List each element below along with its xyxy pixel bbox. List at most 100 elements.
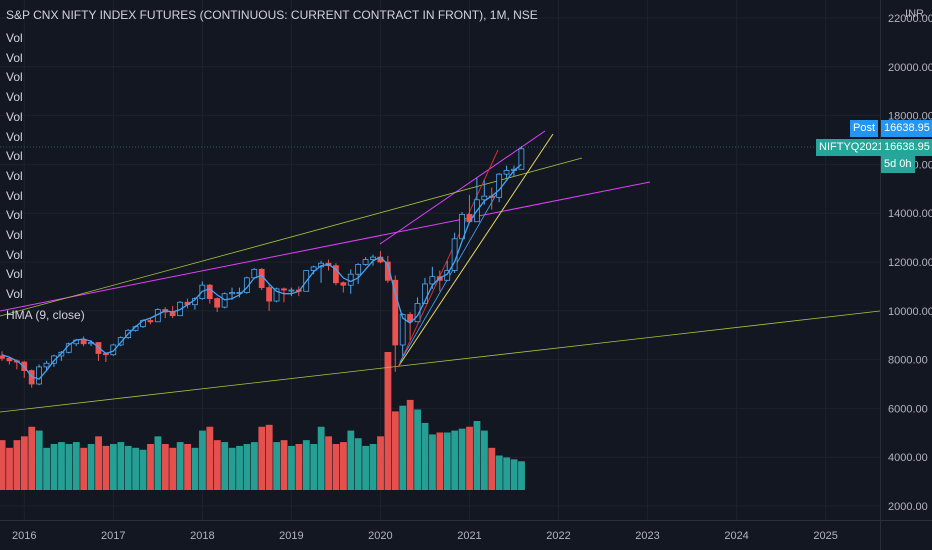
volume-bar <box>132 447 140 490</box>
x-tick-label: 2025 <box>813 530 837 542</box>
candle-body <box>503 170 510 175</box>
x-tick-label: 2016 <box>12 530 36 542</box>
x-axis-ticks: 2016 2017 2018 2019 2020 2021 2022 2023 2024 2025 <box>12 530 838 542</box>
volume-label[interactable]: Vol <box>6 90 23 105</box>
volume-bar <box>58 442 65 490</box>
candle-body <box>147 320 154 323</box>
candle-body <box>429 276 436 285</box>
volume-label[interactable]: Vol <box>6 50 23 65</box>
volume-label[interactable]: Vol <box>6 129 23 144</box>
candle <box>281 287 287 303</box>
trendlines <box>0 130 881 413</box>
volume-bar <box>451 430 459 490</box>
candle <box>288 287 295 297</box>
candle-body <box>399 314 406 346</box>
candle-body <box>407 314 414 323</box>
candle-body <box>347 273 354 286</box>
y-tick-label: 6000.00 <box>888 403 928 415</box>
volume-bar <box>250 442 258 490</box>
candle-body <box>310 266 317 271</box>
candle <box>80 336 87 347</box>
volume-bar <box>258 426 266 490</box>
volume-label[interactable]: Vol <box>6 228 23 242</box>
volume-bar <box>124 445 132 490</box>
volume-bar <box>295 444 303 490</box>
y-tick-label: 2000.00 <box>888 501 928 513</box>
volume-bar <box>362 445 370 490</box>
candle <box>266 285 273 311</box>
volume-bar <box>369 444 377 490</box>
candle <box>362 257 369 266</box>
volume-label[interactable]: Vol <box>6 109 23 124</box>
hma-indicator-label[interactable]: HMA (9, close) <box>6 308 85 322</box>
candle <box>28 369 35 388</box>
candle-body <box>0 355 5 359</box>
y-tick-label: 18000.00 <box>888 111 932 123</box>
volume-bar <box>176 442 184 490</box>
candle <box>503 165 510 178</box>
candle-body <box>332 265 339 284</box>
volume-label[interactable]: Vol <box>6 247 23 262</box>
candle-body <box>51 355 57 364</box>
candles <box>0 146 525 388</box>
candle <box>422 277 428 304</box>
volume-bar <box>288 445 295 490</box>
volume-bar <box>317 426 325 490</box>
volume-bar <box>488 447 496 490</box>
volume-bar <box>421 422 429 490</box>
volume-bar <box>510 459 518 490</box>
candle-body <box>43 362 50 368</box>
candle <box>273 287 280 303</box>
chart-title[interactable]: S&P CNX NIFTY INDEX FUTURES (CONTINUOUS:… <box>6 8 538 22</box>
countdown-tag: 5d 0h <box>881 156 915 173</box>
volume-label[interactable]: Vol <box>6 208 23 223</box>
candle-body <box>229 292 235 295</box>
candle <box>117 336 124 347</box>
y-tick-label: 10000.00 <box>888 306 932 318</box>
candle <box>384 255 391 283</box>
volume-label[interactable]: Vol <box>6 31 23 45</box>
volume-bar <box>243 444 251 490</box>
x-tick-label: 2024 <box>724 530 748 542</box>
volume-label[interactable]: Vol <box>6 267 23 282</box>
volume-bar <box>495 455 503 490</box>
candle <box>318 260 324 283</box>
trendline-red <box>397 149 499 368</box>
volume-bar <box>199 430 206 490</box>
currency-label: INR <box>905 8 924 20</box>
volume-bar <box>466 426 473 490</box>
post-tag: Post <box>850 120 879 137</box>
volume-bar <box>6 447 13 490</box>
candle-body <box>384 261 391 281</box>
candle <box>206 283 213 304</box>
candle-body <box>206 284 213 299</box>
volume-bar <box>391 411 399 490</box>
volume-bar <box>50 444 58 490</box>
volume-bars <box>0 352 525 490</box>
candle-body <box>214 298 221 308</box>
volume-bar <box>429 434 436 490</box>
y-tick-label: 20000.00 <box>888 62 932 74</box>
volume-bar <box>384 352 392 490</box>
candle-body <box>36 366 42 385</box>
x-tick-label: 2021 <box>457 530 481 542</box>
volume-label[interactable]: Vol <box>6 168 23 183</box>
volume-label[interactable]: Vol <box>6 287 23 302</box>
x-tick-label: 2018 <box>190 530 214 542</box>
volume-bar <box>347 430 355 490</box>
volume-bar <box>436 432 444 490</box>
volume-bar <box>191 447 199 490</box>
volume-label[interactable]: Vol <box>6 188 23 203</box>
volume-label[interactable]: Vol <box>6 70 23 85</box>
volume-bar <box>481 430 488 490</box>
volume-bar <box>354 438 362 490</box>
volume-bar <box>236 445 243 490</box>
volume-bar <box>87 444 95 490</box>
volume-bar <box>273 442 281 490</box>
x-tick-label: 2017 <box>101 530 125 542</box>
volume-bar <box>406 399 414 490</box>
candle <box>110 343 117 356</box>
volume-label[interactable]: Vol <box>6 149 23 164</box>
y-axis-ticks: 2000.00 4000.00 6000.00 8000.00 10000.00 1200… <box>888 13 932 513</box>
